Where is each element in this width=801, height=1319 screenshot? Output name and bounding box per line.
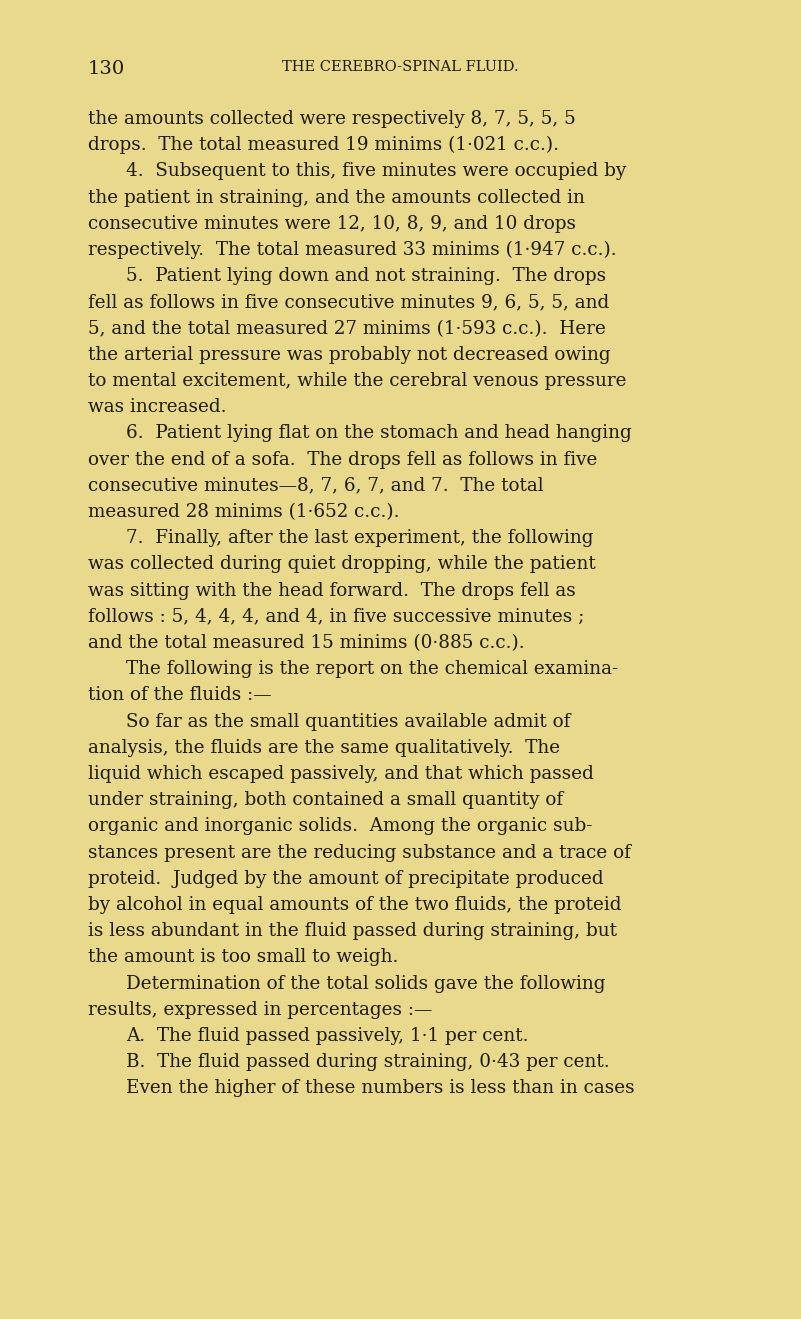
Text: consecutive minutes were 12, 10, 8, 9, and 10 drops: consecutive minutes were 12, 10, 8, 9, a… (88, 215, 576, 232)
Text: measured 28 minims (1·652 c.c.).: measured 28 minims (1·652 c.c.). (88, 503, 400, 521)
Text: Determination of the total solids gave the following: Determination of the total solids gave t… (126, 975, 606, 993)
Text: over the end of a sofa.  The drops fell as follows in five: over the end of a sofa. The drops fell a… (88, 451, 598, 468)
Text: 6.  Patient lying flat on the stomach and head hanging: 6. Patient lying flat on the stomach and… (126, 425, 632, 442)
Text: 130: 130 (88, 59, 125, 78)
Text: was increased.: was increased. (88, 398, 227, 417)
Text: 7.  Finally, after the last experiment, the following: 7. Finally, after the last experiment, t… (126, 529, 594, 547)
Text: to mental excitement, while the cerebral venous pressure: to mental excitement, while the cerebral… (88, 372, 626, 390)
Text: A.  The fluid passed passively, 1·1 per cent.: A. The fluid passed passively, 1·1 per c… (126, 1028, 529, 1045)
Text: was collected during quiet dropping, while the patient: was collected during quiet dropping, whi… (88, 555, 596, 574)
Text: the amount is too small to weigh.: the amount is too small to weigh. (88, 948, 398, 967)
Text: B.  The fluid passed during straining, 0·43 per cent.: B. The fluid passed during straining, 0·… (126, 1053, 610, 1071)
Text: 4.  Subsequent to this, five minutes were occupied by: 4. Subsequent to this, five minutes were… (126, 162, 626, 181)
Text: 5.  Patient lying down and not straining.  The drops: 5. Patient lying down and not straining.… (126, 268, 606, 285)
Text: proteid.  Judged by the amount of precipitate produced: proteid. Judged by the amount of precipi… (88, 869, 604, 888)
Text: consecutive minutes—8, 7, 6, 7, and 7.  The total: consecutive minutes—8, 7, 6, 7, and 7. T… (88, 476, 544, 495)
Text: the amounts collected were respectively 8, 7, 5, 5, 5: the amounts collected were respectively … (88, 109, 576, 128)
Text: stances present are the reducing substance and a trace of: stances present are the reducing substan… (88, 844, 631, 861)
Text: The following is the report on the chemical examina-: The following is the report on the chemi… (126, 661, 618, 678)
Text: THE CEREBRO-SPINAL FLUID.: THE CEREBRO-SPINAL FLUID. (282, 59, 519, 74)
Text: by alcohol in equal amounts of the two fluids, the proteid: by alcohol in equal amounts of the two f… (88, 896, 622, 914)
Text: tion of the fluids :—: tion of the fluids :— (88, 686, 272, 704)
Text: under straining, both contained a small quantity of: under straining, both contained a small … (88, 791, 563, 809)
Text: 5, and the total measured 27 minims (1·593 c.c.).  Here: 5, and the total measured 27 minims (1·5… (88, 319, 606, 338)
Text: and the total measured 15 minims (0·885 c.c.).: and the total measured 15 minims (0·885 … (88, 634, 525, 652)
Text: Even the higher of these numbers is less than in cases: Even the higher of these numbers is less… (126, 1079, 634, 1097)
Text: analysis, the fluids are the same qualitatively.  The: analysis, the fluids are the same qualit… (88, 739, 560, 757)
Text: organic and inorganic solids.  Among the organic sub-: organic and inorganic solids. Among the … (88, 818, 593, 835)
Text: results, expressed in percentages :—: results, expressed in percentages :— (88, 1001, 433, 1018)
Text: is less abundant in the fluid passed during straining, but: is less abundant in the fluid passed dur… (88, 922, 617, 940)
Text: follows : 5, 4, 4, 4, and 4, in five successive minutes ;: follows : 5, 4, 4, 4, and 4, in five suc… (88, 608, 585, 625)
Text: drops.  The total measured 19 minims (1·021 c.c.).: drops. The total measured 19 minims (1·0… (88, 136, 559, 154)
Text: fell as follows in five consecutive minutes 9, 6, 5, 5, and: fell as follows in five consecutive minu… (88, 293, 610, 311)
Text: respectively.  The total measured 33 minims (1·947 c.c.).: respectively. The total measured 33 mini… (88, 241, 617, 260)
Text: the arterial pressure was probably not decreased owing: the arterial pressure was probably not d… (88, 346, 610, 364)
Text: liquid which escaped passively, and that which passed: liquid which escaped passively, and that… (88, 765, 594, 783)
Text: was sitting with the head forward.  The drops fell as: was sitting with the head forward. The d… (88, 582, 576, 600)
Text: the patient in straining, and the amounts collected in: the patient in straining, and the amount… (88, 189, 585, 207)
Text: So far as the small quantities available admit of: So far as the small quantities available… (126, 712, 570, 731)
